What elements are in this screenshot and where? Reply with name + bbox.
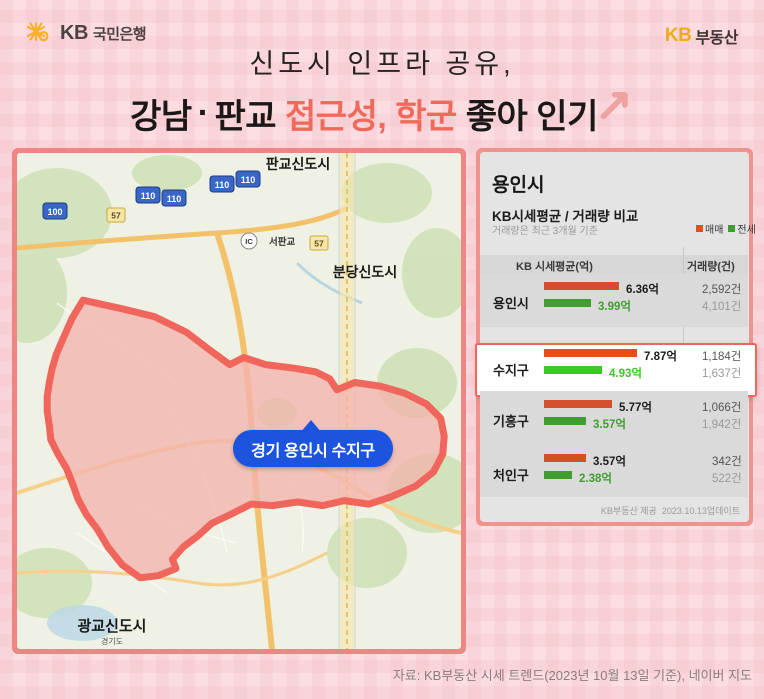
svg-text:110: 110 — [241, 175, 256, 185]
svg-text:경기도: 경기도 — [101, 636, 123, 646]
svg-text:서판교: 서판교 — [269, 236, 295, 248]
svg-text:110: 110 — [167, 194, 182, 204]
svg-text:100: 100 — [47, 207, 62, 217]
svg-text:광교신도시: 광교신도시 — [77, 617, 146, 635]
svg-text:IC: IC — [245, 237, 253, 246]
svg-text:110: 110 — [215, 180, 230, 190]
svg-text:110: 110 — [141, 191, 156, 201]
svg-text:57: 57 — [111, 211, 121, 221]
svg-text:분당신도시: 분당신도시 — [333, 264, 397, 280]
svg-text:판교신도시: 판교신도시 — [266, 156, 330, 172]
svg-text:57: 57 — [314, 239, 324, 249]
